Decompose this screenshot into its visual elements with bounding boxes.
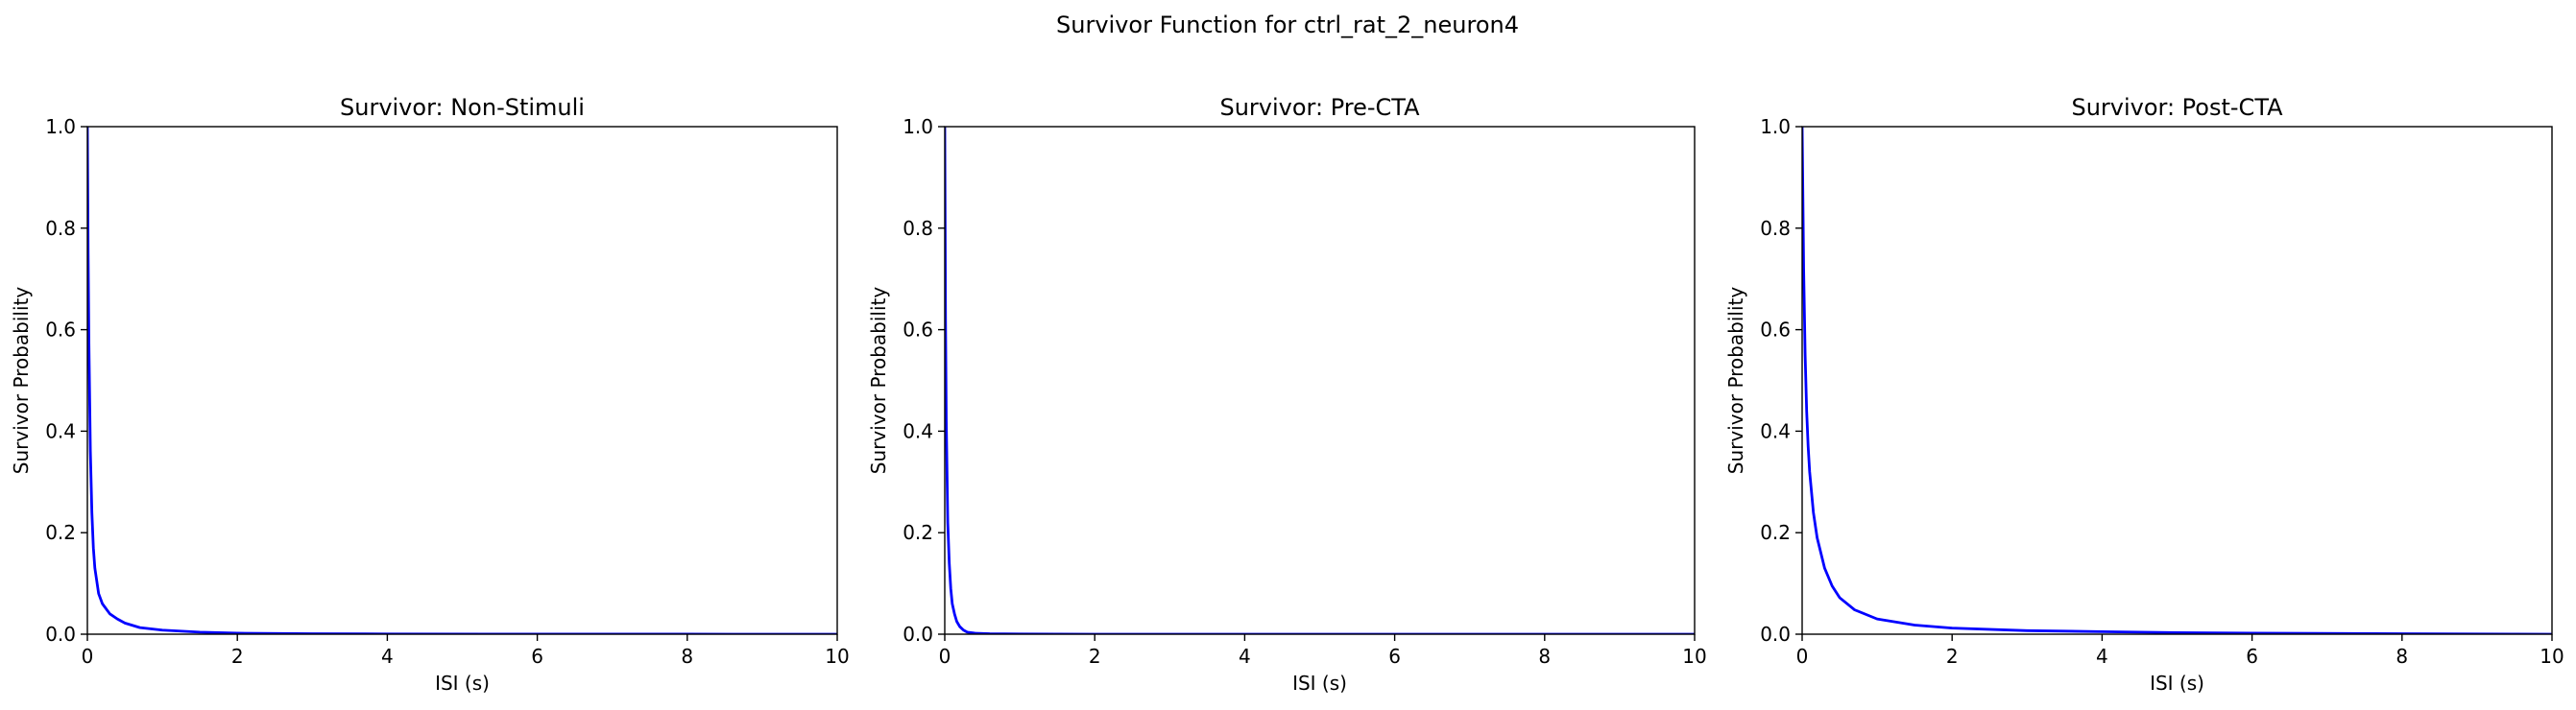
axes-frame <box>944 126 1696 635</box>
chart-panel-3: Survivor: Post-CTA 0 2 4 6 8 10 0.0 0.2 0.4 0.6 0.8… <box>1724 94 2564 695</box>
y-tick-label: 1.0 <box>1760 115 1791 138</box>
x-tick-label: 4 <box>381 645 394 668</box>
y-tick-label: 0.0 <box>903 623 933 646</box>
y-axis-label: Survivor Probability <box>867 287 890 475</box>
x-tick-label: 10 <box>1682 645 1706 668</box>
x-tick-label: 2 <box>1946 645 1959 668</box>
y-tick-label: 0.6 <box>1760 319 1791 342</box>
x-axis-label: ISI (s) <box>2150 672 2204 695</box>
chart-panel-2: Survivor: Pre-CTA 0 2 4 6 8 10 0.0 0.2 0.4 0.6 0.8 1… <box>867 94 1707 695</box>
y-tick-label: 0.6 <box>45 319 76 342</box>
x-tick-label: 8 <box>1538 645 1551 668</box>
axes-frame <box>1801 126 2553 635</box>
y-tick-label: 0.2 <box>903 521 933 544</box>
y-tick-label: 1.0 <box>903 115 933 138</box>
x-tick-label: 2 <box>231 645 244 668</box>
x-tick-label: 6 <box>531 645 543 668</box>
y-tick-label: 0.8 <box>903 217 933 240</box>
panel-title: Survivor: Non-Stimuli <box>340 94 585 121</box>
panel-title: Survivor: Post-CTA <box>2071 94 2283 121</box>
figure-suptitle: Survivor Function for ctrl_rat_2_neuron4 <box>1056 12 1519 38</box>
x-tick-label: 0 <box>82 645 94 668</box>
x-axis-label: ISI (s) <box>1292 672 1347 695</box>
x-tick-label: 10 <box>2540 645 2564 668</box>
y-tick-label: 0.8 <box>1760 217 1791 240</box>
x-tick-label: 0 <box>1796 645 1809 668</box>
x-tick-label: 2 <box>1089 645 1101 668</box>
y-tick-label: 1.0 <box>45 115 76 138</box>
series-line <box>1802 126 2552 634</box>
y-tick-label: 0.6 <box>903 319 933 342</box>
y-tick-label: 0.0 <box>45 623 76 646</box>
axes-frame <box>86 126 838 635</box>
chart-panel-1: Survivor: Non-Stimuli 0 2 4 6 8 10 0.0 0.2 0.4 0.6… <box>10 94 850 695</box>
series-line <box>945 126 1695 634</box>
y-tick-label: 0.4 <box>1760 419 1791 442</box>
y-axis-label: Survivor Probability <box>1724 287 1747 475</box>
x-tick-label: 6 <box>1388 645 1401 668</box>
x-tick-label: 10 <box>825 645 849 668</box>
y-tick-label: 0.4 <box>903 419 933 442</box>
series-line <box>87 126 837 634</box>
x-tick-label: 8 <box>2395 645 2408 668</box>
x-tick-label: 4 <box>2096 645 2108 668</box>
y-tick-label: 0.0 <box>1760 623 1791 646</box>
y-tick-label: 0.8 <box>45 217 76 240</box>
x-tick-label: 8 <box>681 645 693 668</box>
y-tick-label: 0.4 <box>45 419 76 442</box>
x-axis-label: ISI (s) <box>435 672 490 695</box>
x-tick-label: 4 <box>1239 645 1251 668</box>
y-tick-label: 0.2 <box>45 521 76 544</box>
x-tick-label: 6 <box>2246 645 2258 668</box>
y-tick-label: 0.2 <box>1760 521 1791 544</box>
panel-title: Survivor: Pre-CTA <box>1219 94 1420 121</box>
y-axis-label: Survivor Probability <box>10 287 33 475</box>
x-tick-label: 0 <box>939 645 951 668</box>
